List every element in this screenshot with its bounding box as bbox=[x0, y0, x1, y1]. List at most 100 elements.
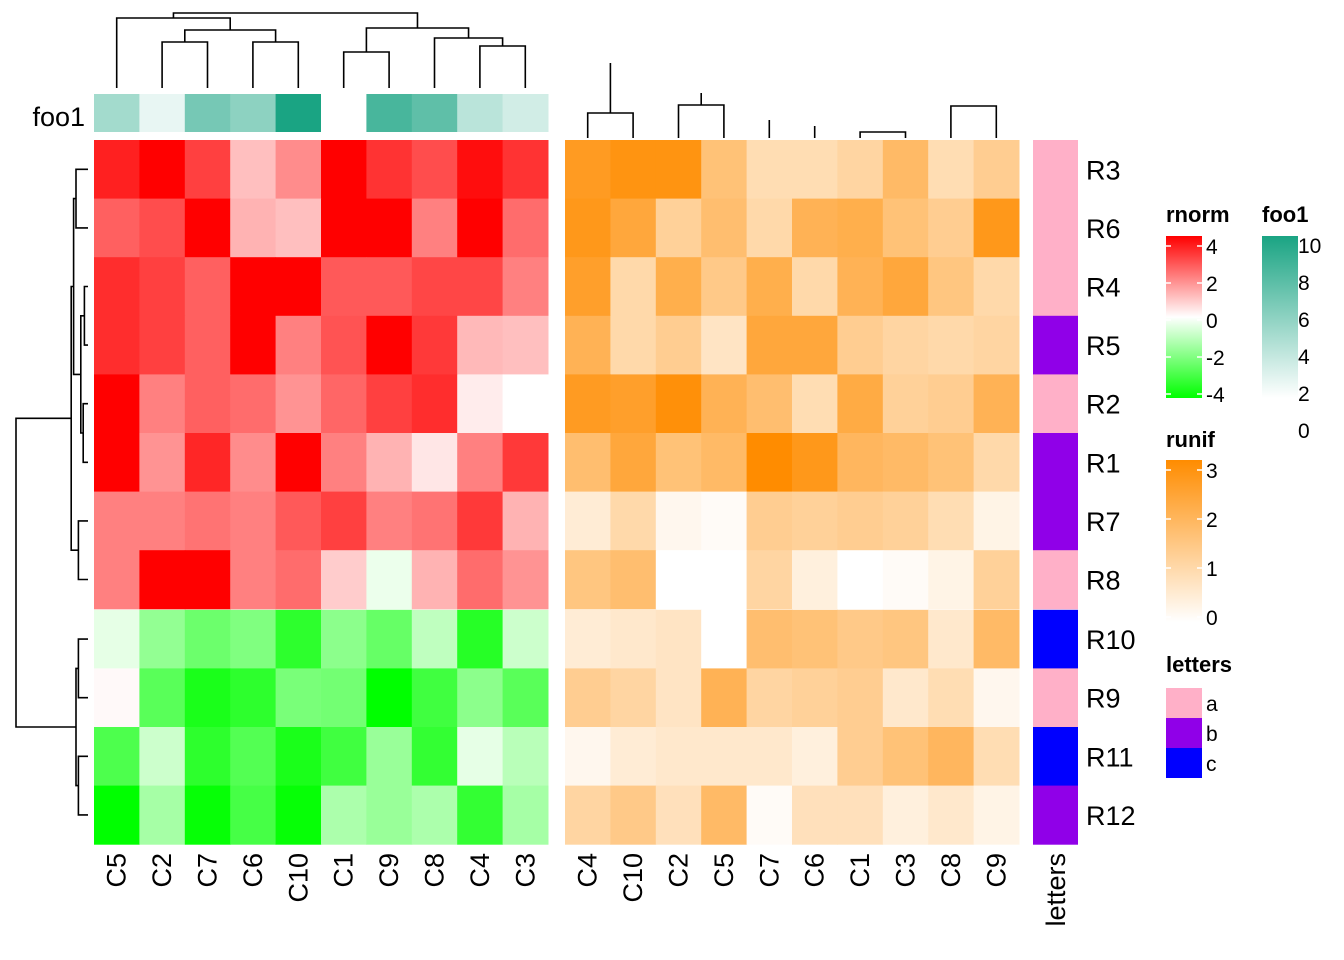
heatmap-cell bbox=[973, 785, 1020, 845]
heatmap-cell bbox=[230, 550, 277, 610]
column-label: C8 bbox=[420, 853, 450, 888]
heatmap-cell bbox=[457, 491, 504, 551]
column-label: C7 bbox=[754, 853, 784, 888]
heatmap-cell bbox=[94, 315, 140, 375]
column-label: C6 bbox=[238, 853, 268, 888]
heatmap-cell bbox=[502, 609, 549, 669]
heatmap-cell bbox=[502, 374, 549, 434]
heatmap-cell bbox=[792, 374, 838, 434]
foo1-cell bbox=[411, 94, 458, 132]
heatmap-cell bbox=[184, 198, 231, 258]
heatmap-cell bbox=[792, 785, 838, 845]
heatmap-cell bbox=[275, 374, 322, 434]
heatmap-cell bbox=[321, 198, 367, 258]
heatmap-cell bbox=[746, 315, 793, 375]
heatmap-cell bbox=[837, 198, 884, 258]
heatmap-cell bbox=[321, 609, 367, 669]
heatmap-cell bbox=[502, 198, 549, 258]
heatmap-cell bbox=[275, 198, 322, 258]
foo1-cell bbox=[502, 94, 549, 132]
column-label: C7 bbox=[193, 853, 223, 888]
heatmap-cell bbox=[928, 198, 975, 258]
heatmap-cell bbox=[655, 315, 702, 375]
column-label: C5 bbox=[709, 853, 739, 888]
foo1-cell bbox=[275, 94, 322, 132]
heatmap-cell bbox=[502, 727, 549, 787]
column-label: C4 bbox=[465, 853, 495, 888]
row-label: R2 bbox=[1086, 390, 1121, 420]
heatmap-cell bbox=[139, 609, 186, 669]
heatmap-cell bbox=[184, 668, 231, 728]
heatmap-cell bbox=[275, 550, 322, 610]
column-label: C5 bbox=[102, 853, 132, 888]
heatmap-cell bbox=[502, 257, 549, 317]
dendrogram-branch bbox=[252, 41, 300, 88]
heatmap-cell bbox=[973, 491, 1020, 551]
heatmap-cell bbox=[275, 257, 322, 317]
row-dendrogram bbox=[15, 168, 88, 816]
heatmap-cell bbox=[457, 727, 504, 787]
heatmap-cell bbox=[882, 257, 929, 317]
heatmap-cell bbox=[655, 257, 702, 317]
heatmap-cell bbox=[502, 491, 549, 551]
heatmap-cell bbox=[837, 433, 884, 493]
heatmap-cell bbox=[411, 374, 458, 434]
heatmap-cell bbox=[457, 433, 504, 493]
heatmap-cell bbox=[565, 727, 611, 787]
heatmap-cell bbox=[882, 433, 929, 493]
foo1-annotation-label: foo1 bbox=[32, 102, 85, 132]
heatmap-cell bbox=[746, 550, 793, 610]
heatmap-cell bbox=[139, 198, 186, 258]
heatmap-cell bbox=[184, 140, 231, 200]
legend-tick: 6 bbox=[1298, 309, 1310, 332]
heatmap-cell bbox=[655, 727, 702, 787]
heatmap-cell bbox=[230, 315, 277, 375]
dendrogram-branch bbox=[115, 17, 231, 88]
heatmap-cell bbox=[139, 785, 186, 845]
heatmap-cell bbox=[792, 433, 838, 493]
heatmap-cell bbox=[366, 727, 413, 787]
heatmap-cell bbox=[928, 257, 975, 317]
heatmap-cell bbox=[366, 374, 413, 434]
legend-tick: 8 bbox=[1298, 272, 1310, 295]
heatmap-cell bbox=[502, 668, 549, 728]
heatmap-cell bbox=[610, 198, 657, 258]
heatmap-cell bbox=[928, 140, 975, 200]
heatmap-cell bbox=[411, 140, 458, 200]
heatmap-cell bbox=[230, 140, 277, 200]
heatmap-cell bbox=[882, 785, 929, 845]
heatmap-cell bbox=[366, 550, 413, 610]
heatmap-cell bbox=[928, 550, 975, 610]
heatmap-cell bbox=[701, 609, 748, 669]
heatmap-cell bbox=[139, 315, 186, 375]
row-label: R6 bbox=[1086, 214, 1121, 244]
heatmap-cell bbox=[973, 550, 1020, 610]
heatmap-cell bbox=[94, 198, 140, 258]
heatmap-cell bbox=[502, 433, 549, 493]
heatmap-cell bbox=[184, 609, 231, 669]
heatmap-cell bbox=[701, 550, 748, 610]
row-labels: R3 R6 R4 R5 R2 R1 R7 R8 R10 R9 R11 R12 bbox=[1086, 155, 1136, 831]
legend-title: letters bbox=[1166, 652, 1232, 677]
letters-cell bbox=[1033, 433, 1078, 493]
legend-title: runif bbox=[1166, 427, 1216, 452]
heatmap-cell bbox=[230, 491, 277, 551]
heatmap-cell bbox=[610, 140, 657, 200]
dendrogram-branch bbox=[77, 755, 88, 816]
legend-tick: 0 bbox=[1298, 420, 1310, 443]
foo1-cell bbox=[139, 94, 186, 132]
heatmap-cell bbox=[655, 198, 702, 258]
heatmap-cell bbox=[973, 198, 1020, 258]
heatmap-cell bbox=[366, 785, 413, 845]
heatmap-cell bbox=[610, 727, 657, 787]
heatmap-cell bbox=[792, 257, 838, 317]
heatmap-cell bbox=[565, 491, 611, 551]
column-label: C8 bbox=[936, 853, 966, 888]
letters-cell bbox=[1033, 140, 1078, 200]
heatmap-cell bbox=[94, 785, 140, 845]
heatmap-cell bbox=[928, 668, 975, 728]
column-label: C6 bbox=[800, 853, 830, 888]
heatmap-cell bbox=[411, 491, 458, 551]
heatmap-cell bbox=[746, 727, 793, 787]
heatmap-cell bbox=[502, 315, 549, 375]
